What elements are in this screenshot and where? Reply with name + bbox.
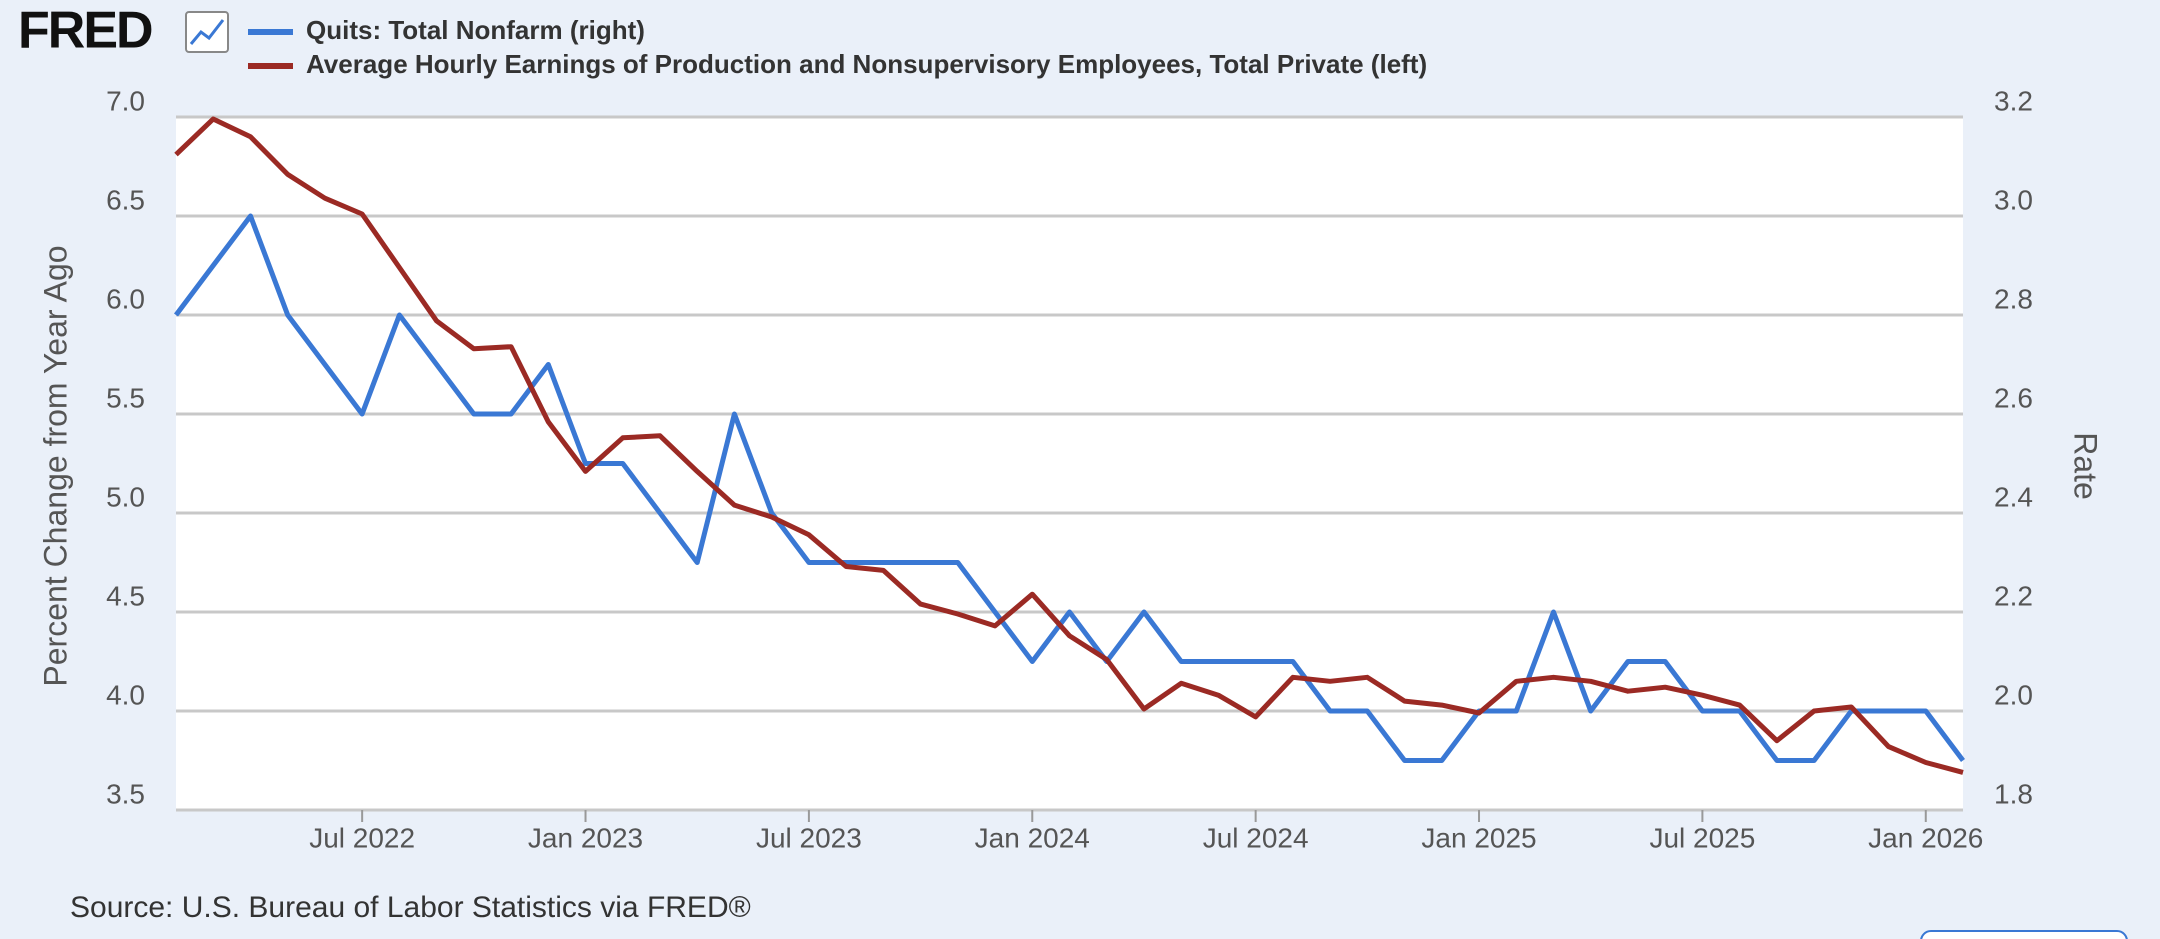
y-tick-label: 6.5 (106, 184, 145, 215)
y2-tick-label: 3.2 (1994, 85, 2033, 116)
x-tick-label: Jul 2022 (309, 822, 415, 853)
source: Source: U.S. Bureau of Labor Statistics … (70, 891, 751, 924)
logo-icon (185, 11, 229, 53)
y-axis-title: Percent Change from Year Ago (37, 245, 73, 686)
x-tick-label: Jan 2025 (1421, 822, 1536, 853)
legend-label: Quits: Total Nonfarm (right) (306, 15, 645, 45)
y2-tick-label: 2.2 (1994, 580, 2033, 611)
plot-area (176, 117, 1963, 810)
x-tick-label: Jul 2023 (756, 822, 862, 853)
series-line (174, 213, 1965, 763)
y2-tick-label: 3.0 (1994, 184, 2033, 215)
y-tick-label: 5.5 (106, 382, 145, 413)
y-tick-label: 4.5 (106, 580, 145, 611)
y-tick-label: 6.0 (106, 283, 145, 314)
x-tick-label: Jan 2026 (1868, 822, 1983, 853)
y2-axis-title: Rate (2068, 432, 2104, 500)
x-tick-label: Jul 2024 (1203, 822, 1309, 853)
y2-tick-label: 1.8 (1994, 778, 2033, 809)
y2-tick-label: 2.4 (1994, 481, 2033, 512)
y-tick-label: 3.5 (106, 778, 145, 809)
y2-tick-label: 2.8 (1994, 283, 2033, 314)
legend-label: Average Hourly Earnings of Production an… (306, 49, 1427, 79)
y-tick-label: 7.0 (106, 85, 145, 116)
series-line (174, 116, 1964, 775)
y2-tick-label: 2.6 (1994, 382, 2033, 413)
logo: FRED (18, 2, 152, 60)
y-tick-label: 5.0 (106, 481, 145, 512)
y-tick-label: 4.0 (106, 679, 145, 710)
x-tick-label: Jan 2024 (975, 822, 1090, 853)
x-tick-label: Jul 2025 (1649, 822, 1755, 853)
button[interactable] (1920, 930, 2128, 939)
x-tick-label: Jan 2023 (528, 822, 643, 853)
y2-tick-label: 2.0 (1994, 679, 2033, 710)
